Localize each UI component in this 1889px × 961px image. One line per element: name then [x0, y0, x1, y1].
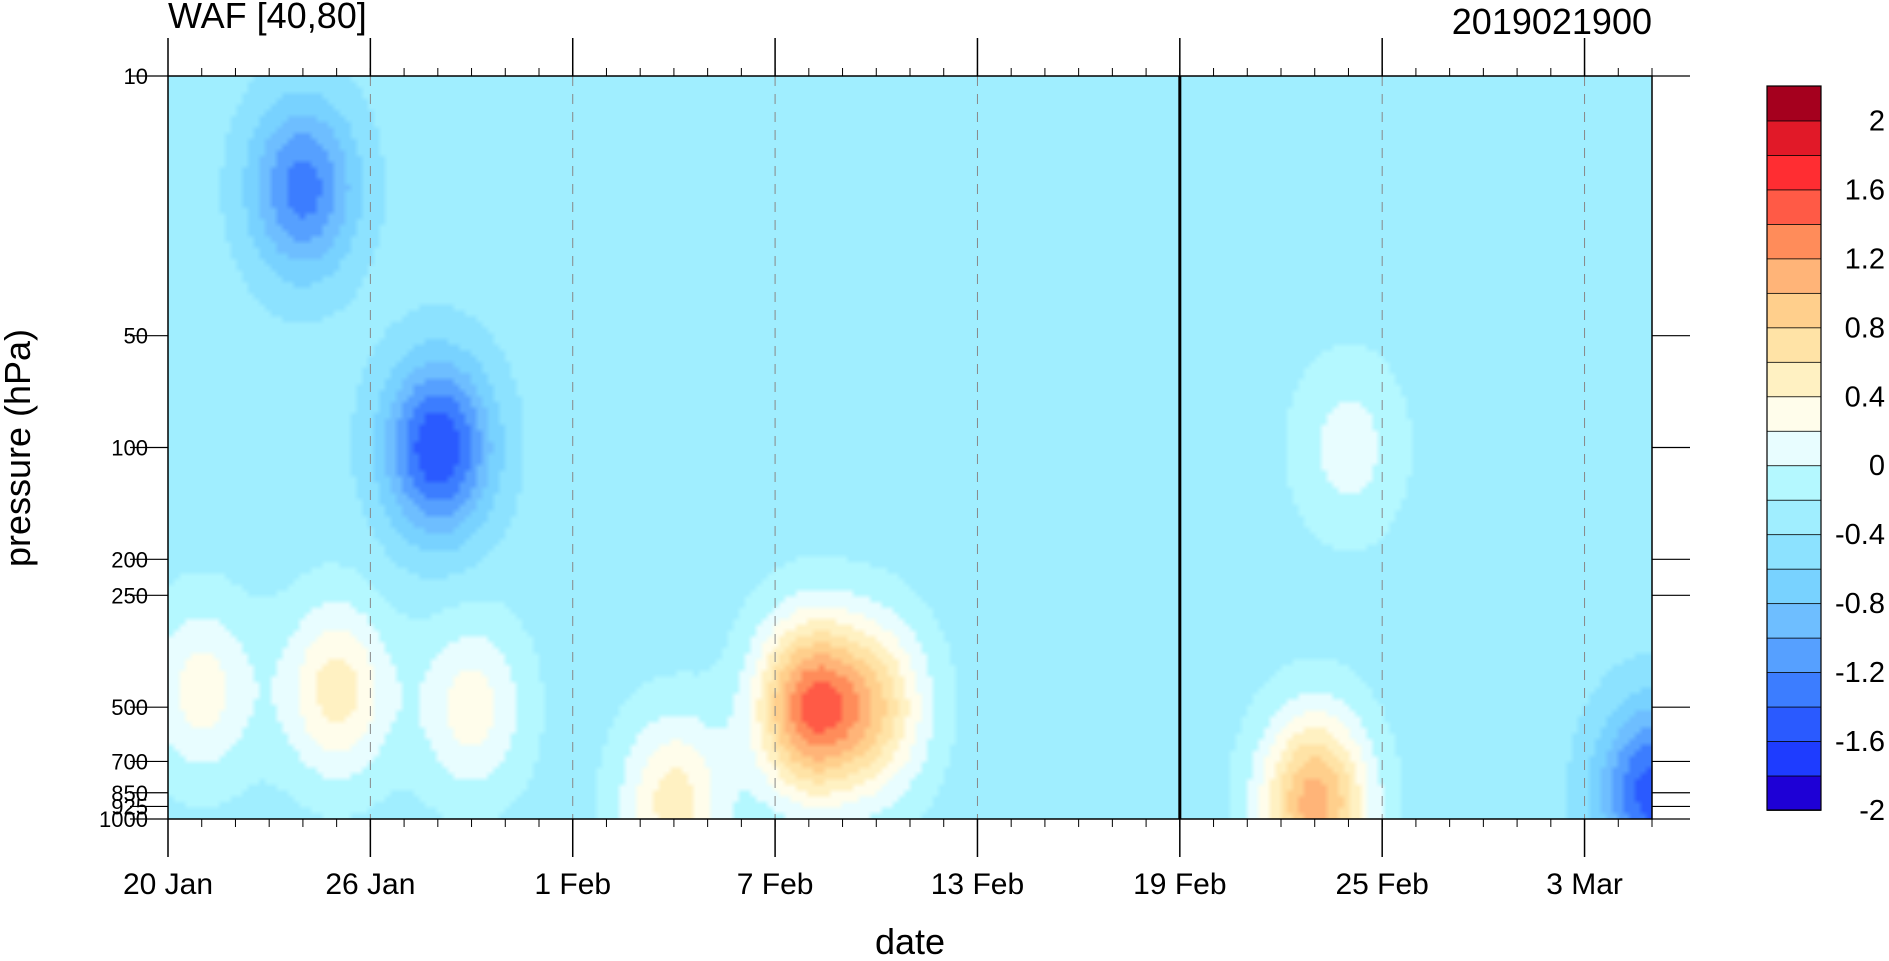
- y-tick-label: 250: [111, 583, 148, 608]
- y-tick-label: 500: [111, 695, 148, 720]
- colorbar-swatch: [1766, 292, 1822, 329]
- y-tick-label: 10: [124, 64, 148, 89]
- colorbar-label: 1.2: [1845, 243, 1885, 275]
- y-tick-label: 100: [111, 436, 148, 461]
- colorbar-label: -1.2: [1835, 657, 1885, 689]
- colorbar-swatch: [1766, 85, 1822, 122]
- x-tick-label: 13 Feb: [931, 868, 1024, 901]
- colorbar-swatch: [1766, 533, 1822, 570]
- colorbar-swatch: [1766, 671, 1822, 708]
- colorbar-label: -0.8: [1835, 588, 1885, 620]
- x-axis: 20 Jan 26 Jan 1 Feb 7 Feb 13 Feb 19 Feb 25 Feb…: [123, 38, 1653, 901]
- colorbar-swatch: [1766, 706, 1822, 742]
- colorbar-swatch: [1766, 395, 1822, 432]
- x-tick-label: 26 Jan: [325, 868, 415, 901]
- colorbar-swatch: [1766, 257, 1822, 294]
- colorbar-label: -0.4: [1835, 519, 1885, 551]
- colorbar-swatch: [1766, 602, 1822, 639]
- chart-title-right: 2019021900: [1452, 1, 1652, 42]
- contour-fill: [168, 76, 1652, 819]
- x-tick-label: 19 Feb: [1133, 868, 1226, 901]
- colorbar-label: 0: [1869, 450, 1885, 482]
- x-tick-label: 20 Jan: [123, 868, 213, 901]
- x-tick-label: 1 Feb: [534, 868, 611, 901]
- chart-title-left: WAF [40,80]: [168, 0, 367, 36]
- colorbar-swatch: [1766, 499, 1822, 536]
- colorbar-frame: [1766, 85, 1822, 811]
- y-tick-label: 925: [111, 794, 148, 819]
- y-tick-label: 200: [111, 547, 148, 572]
- colorbar-swatch: [1766, 223, 1822, 260]
- y-tick-label: 1000: [99, 807, 148, 832]
- y-tick-label: 850: [111, 781, 148, 806]
- colorbar-swatch: [1766, 154, 1822, 191]
- y-axis-label: pressure (hPa): [0, 329, 38, 567]
- colorbar: 2 1.6 1.2 0.8 0.4 0 -0.4 -0.8 -1.2 -1.6 -2: [1766, 85, 1885, 827]
- colorbar-label: 0.8: [1845, 312, 1885, 344]
- colorbar-label: -2: [1859, 795, 1885, 827]
- contour-field: [168, 76, 1652, 819]
- colorbar-swatch: [1766, 361, 1822, 398]
- colorbar-swatch: [1766, 120, 1822, 156]
- colorbar-swatch: [1766, 740, 1822, 777]
- colorbar-swatch: [1766, 637, 1822, 673]
- colorbar-swatch: [1766, 568, 1822, 605]
- colorbar-swatch: [1766, 775, 1822, 811]
- colorbar-label: 1.6: [1845, 174, 1885, 206]
- x-tick-label: 25 Feb: [1335, 868, 1428, 901]
- x-tick-label: 3 Mar: [1546, 868, 1623, 901]
- colorbar-label: 0.4: [1845, 381, 1885, 413]
- y-tick-label: 700: [111, 749, 148, 774]
- colorbar-swatch: [1766, 464, 1822, 501]
- colorbar-label: -1.6: [1835, 726, 1885, 758]
- colorbar-label: 2: [1869, 105, 1885, 137]
- colorbar-swatch: [1766, 189, 1822, 225]
- y-tick-label: 50: [124, 324, 148, 349]
- colorbar-swatch: [1766, 430, 1822, 467]
- x-tick-label: 7 Feb: [737, 868, 814, 901]
- colorbar-swatch: [1766, 326, 1822, 363]
- x-axis-label: date: [875, 921, 945, 961]
